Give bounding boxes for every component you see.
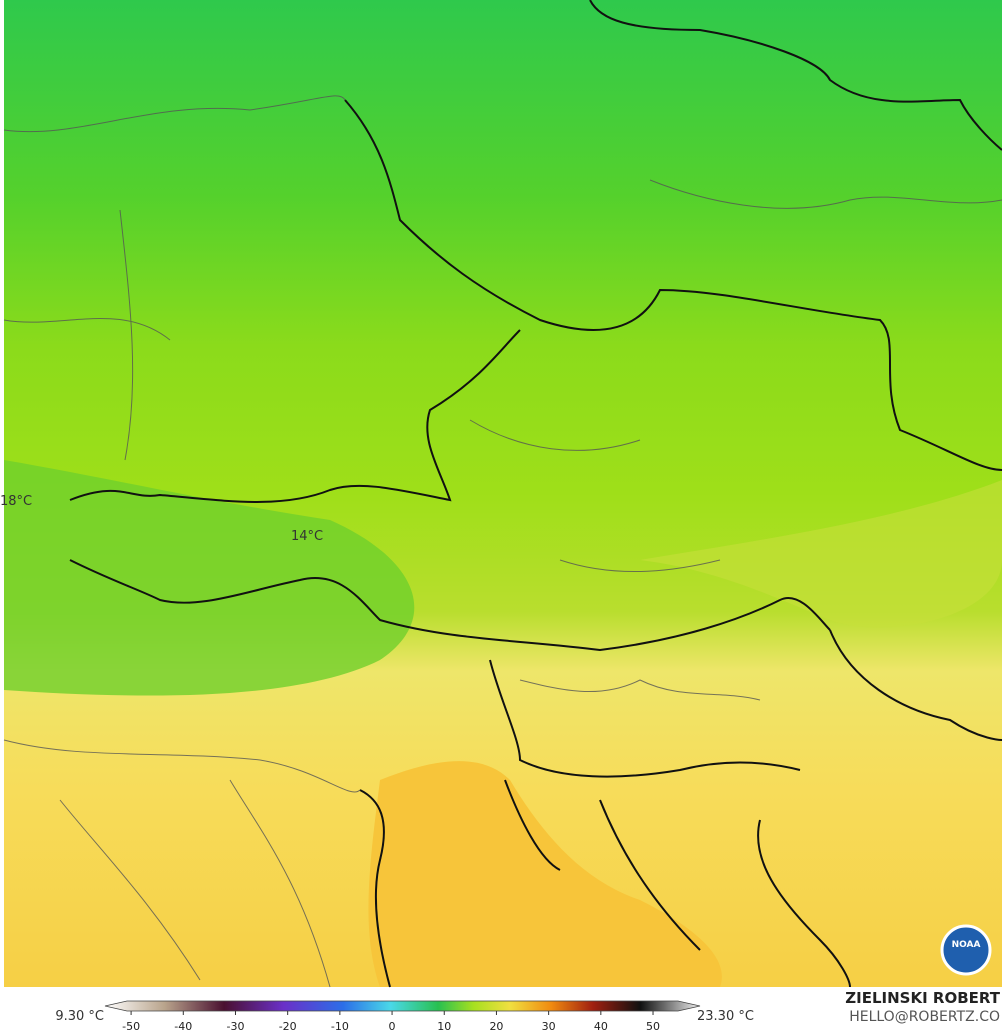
colorbar-gradient (104, 1000, 701, 1012)
colorbar-tick-label: -30 (226, 1020, 244, 1033)
region-borders (3, 95, 1002, 988)
colorbar-min-label: 9.30 °C (55, 1009, 104, 1024)
alps-cool-area (4, 460, 415, 696)
colorbar-tick-label: 40 (594, 1020, 608, 1033)
colorbar-tick-label: -50 (122, 1020, 140, 1033)
colorbar-tick-label: 30 (542, 1020, 556, 1033)
colorbar-tick-label: 0 (389, 1020, 396, 1033)
colorbar-tick-label: 20 (489, 1020, 503, 1033)
map-area: 18°C 14°C NOAA (0, 0, 1002, 988)
adriatic-sea (368, 761, 722, 987)
colorbar-tick-label: -10 (331, 1020, 349, 1033)
isotherm-label: 18°C (0, 494, 32, 509)
warm-area (640, 480, 1002, 628)
colorbar-tick-label: -40 (174, 1020, 192, 1033)
colorbar-tick-label: 50 (646, 1020, 660, 1033)
colorbar-max-label: 23.30 °C (697, 1009, 754, 1024)
email: HELLO@ROBERTZ.CO (849, 1009, 1000, 1025)
country-borders (69, 0, 1002, 988)
isotherm-label: 14°C (291, 529, 323, 544)
noaa-logo: NOAA (940, 924, 992, 976)
colorbar-tick-label: 10 (437, 1020, 451, 1033)
author: ZIELINSKI ROBERT (845, 989, 1000, 1007)
colorbar-tick-label: -20 (279, 1020, 297, 1033)
logo-text: NOAA (952, 940, 981, 950)
colorbar: 9.30 °C 23.30 °C -50 -40 -30 -20 -10 0 10 20 30 4… (55, 1000, 754, 1033)
